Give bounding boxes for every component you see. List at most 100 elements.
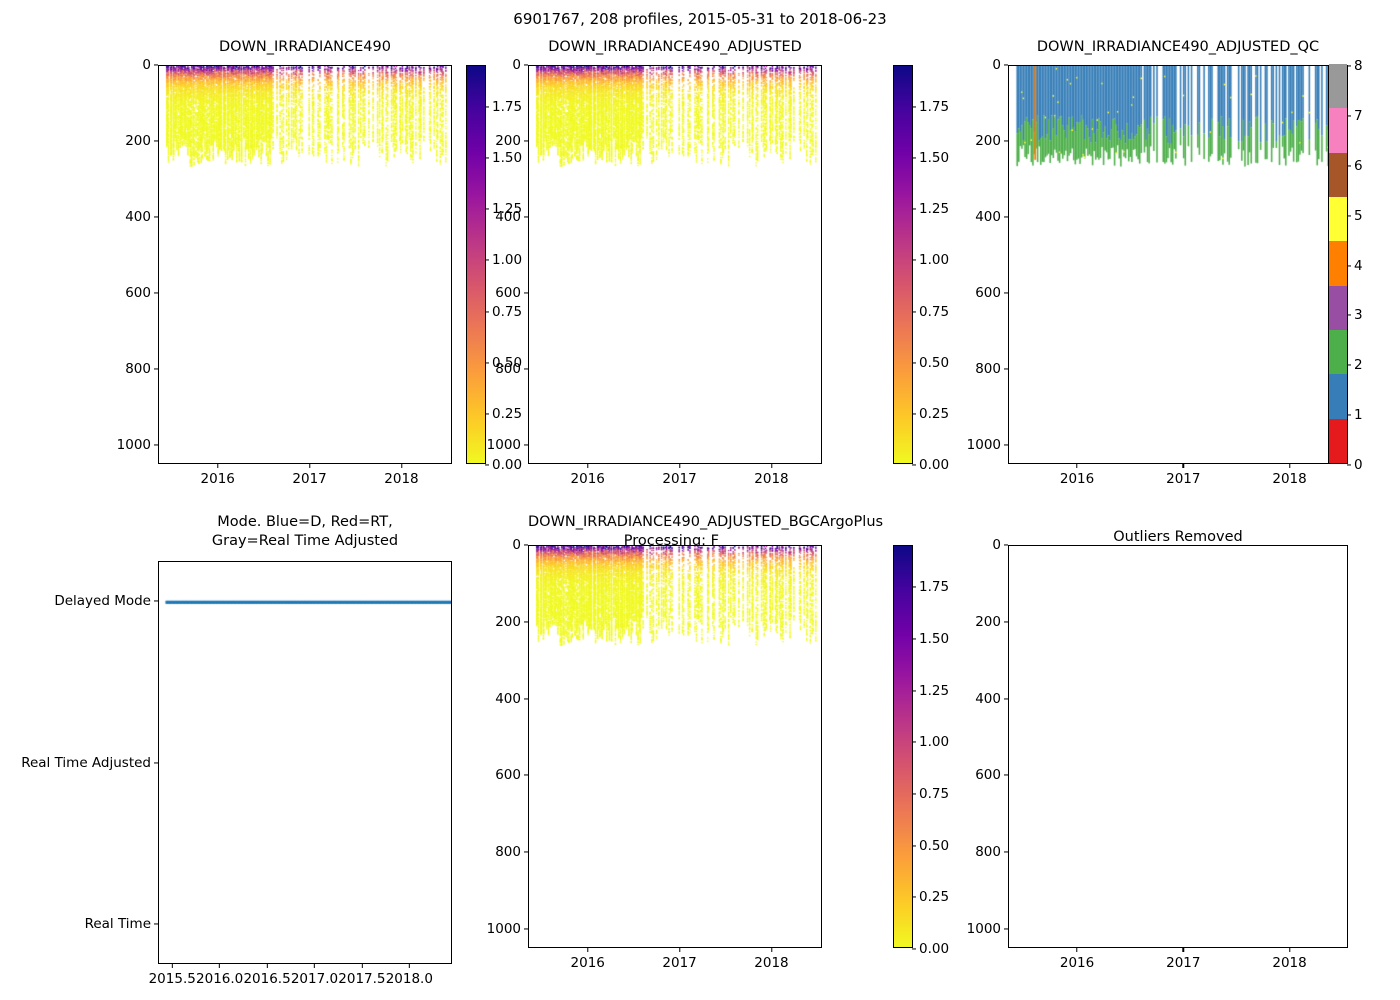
y-tick-label: 0 [992,57,1008,73]
colorbar-tick-label: 0.75 [485,304,522,320]
colorbar-segment-qc-0 [1329,418,1347,463]
colorbar-tick-label: 0.50 [912,355,949,371]
x-tick-label: 2018 [384,464,418,487]
x-tick-label: 2017 [292,464,326,487]
colorbar-tick-label: 0.50 [912,838,949,854]
panel-title: DOWN_IRRADIANCE490_ADJUSTED_QC [1036,39,1320,55]
x-tick-label-mode: 2016.0 [196,964,243,987]
colorbar-gradient [467,66,485,463]
colorbar-segment-qc-4 [1329,241,1347,286]
y-tick-label: 1000 [967,437,1008,453]
colorbar-tick-label: 1.75 [912,579,949,595]
colorbar-tick-label: 1.75 [485,99,522,115]
x-tick-label: 2017 [1166,464,1200,487]
plot-area-outliers-removed[interactable] [1008,545,1348,948]
colorbar-tick-label: 1.50 [485,150,522,166]
y-tick-label: 600 [495,767,528,783]
x-tick-label: 2016 [571,464,605,487]
y-tick-label-mode: Delayed Mode [54,593,158,609]
y-tick-label: 600 [125,285,158,301]
y-tick-label: 400 [975,209,1008,225]
x-tick-label: 2017 [1166,948,1200,971]
y-tick-label: 600 [495,285,528,301]
colorbar-segment-qc-3 [1329,285,1347,330]
y-tick-label: 200 [495,133,528,149]
x-tick-label: 2018 [1272,464,1306,487]
x-tick-label-mode: 2018.0 [386,964,433,987]
x-tick-label-mode: 2016.5 [243,964,290,987]
colorbar-tick-label: 1.25 [912,683,949,699]
colorbar-tick-label: 7 [1347,108,1363,124]
panel-title: DOWN_IRRADIANCE490_ADJUSTED [548,39,802,55]
x-tick-label-mode: 2017.0 [291,964,338,987]
x-tick-label: 2018 [754,948,788,971]
colorbar-tick-label: 1.00 [485,252,522,268]
x-tick-label: 2018 [754,464,788,487]
y-tick-label: 800 [975,361,1008,377]
panel-title: DOWN_IRRADIANCE490 [219,39,391,55]
y-tick-label: 200 [975,133,1008,149]
colorbar-tick-label: 0.00 [912,457,949,473]
scatter-canvas [529,546,821,947]
colorbar-segment-qc-2 [1329,330,1347,375]
x-tick-label-mode: 2017.5 [338,964,385,987]
y-tick-label: 400 [975,691,1008,707]
y-tick-label: 0 [142,57,158,73]
y-tick-label: 800 [495,361,528,377]
x-tick-label: 2017 [662,464,696,487]
x-tick-label: 2016 [571,948,605,971]
y-tick-label: 200 [975,614,1008,630]
y-tick-label: 600 [975,285,1008,301]
y-tick-label: 0 [992,537,1008,553]
colorbar-tick-label: 1 [1347,407,1363,423]
x-tick-label-mode: 2015.5 [149,964,196,987]
plot-area-down-irradiance490-adjusted-qc[interactable] [1008,65,1348,464]
y-tick-label: 200 [495,614,528,630]
colorbar-tick-label: 0.25 [485,406,522,422]
y-tick-label: 200 [125,133,158,149]
scatter-canvas [159,66,451,463]
colorbar-tick-label: 8 [1347,58,1363,74]
colorbar-tick-label: 1.50 [912,150,949,166]
colorbar-tick-label: 0.00 [485,457,522,473]
mode-line-canvas [159,562,451,963]
y-tick-label: 0 [512,57,528,73]
colorbar-tick-label: 3 [1347,307,1363,323]
colorbar-tick-label: 1.50 [912,631,949,647]
plot-area-mode[interactable] [158,561,452,964]
colorbar-tick-label: 4 [1347,258,1363,274]
colorbar-tick-label: 1.25 [912,201,949,217]
colorbar-bgcargoplus: 0.00 0.25 0.50 0.75 1.00 1.25 1.50 1.75 [893,545,949,957]
colorbar-tick-label: 0 [1347,457,1363,473]
colorbar-tick-label: 1.75 [912,99,949,115]
y-tick-label: 1000 [487,921,528,937]
y-tick-label: 800 [495,844,528,860]
y-tick-label: 1000 [967,921,1008,937]
colorbar-segment-qc-1 [1329,374,1347,419]
colorbar-tick-label: 1.00 [912,734,949,750]
colorbar-segment-qc-8 [1329,64,1347,109]
panel-title: Mode. Blue=D, Red=RT, Gray=Real Time Adj… [211,514,399,549]
figure-suptitle: 6901767, 208 profiles, 2015-05-31 to 201… [513,10,887,28]
y-tick-label: 400 [495,209,528,225]
colorbar-tick-label: 6 [1347,158,1363,174]
y-tick-label: 800 [975,844,1008,860]
y-tick-label: 0 [512,537,528,553]
plot-area-bgcargoplus[interactable] [528,545,822,948]
colorbar-down-irradiance490: 0.00 0.25 0.50 0.75 1.00 1.25 1.50 1.75 [466,65,522,473]
colorbar-qc: 0 1 2 3 4 5 6 7 8 [1328,58,1363,473]
x-tick-label: 2016 [1060,948,1094,971]
colorbar-gradient [894,546,912,947]
colorbar-tick-label: 0.00 [912,941,949,957]
colorbar-segment-qc-5 [1329,197,1347,242]
x-tick-label: 2016 [1060,464,1094,487]
plot-area-down-irradiance490[interactable] [158,65,452,464]
colorbar-tick-label: 1.00 [912,252,949,268]
colorbar-tick-label: 5 [1347,208,1363,224]
plot-area-down-irradiance490-adjusted[interactable] [528,65,822,464]
x-tick-label: 2017 [662,948,696,971]
colorbar-tick-label: 0.25 [912,889,949,905]
y-tick-label-mode: Real Time [85,916,158,932]
y-tick-label: 600 [975,767,1008,783]
colorbar-down-irradiance490-adjusted: 0.00 0.25 0.50 0.75 1.00 1.25 1.50 1.75 [893,65,949,473]
